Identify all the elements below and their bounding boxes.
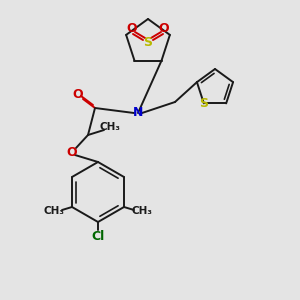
- Text: O: O: [127, 22, 137, 34]
- Text: CH₃: CH₃: [44, 206, 64, 216]
- Text: S: S: [199, 97, 208, 110]
- Text: O: O: [159, 22, 169, 34]
- Text: O: O: [67, 146, 77, 158]
- Text: O: O: [73, 88, 83, 101]
- Text: CH₃: CH₃: [100, 122, 121, 132]
- Text: S: S: [143, 35, 152, 49]
- Text: Cl: Cl: [92, 230, 105, 242]
- Text: N: N: [133, 106, 143, 119]
- Text: CH₃: CH₃: [131, 206, 152, 216]
